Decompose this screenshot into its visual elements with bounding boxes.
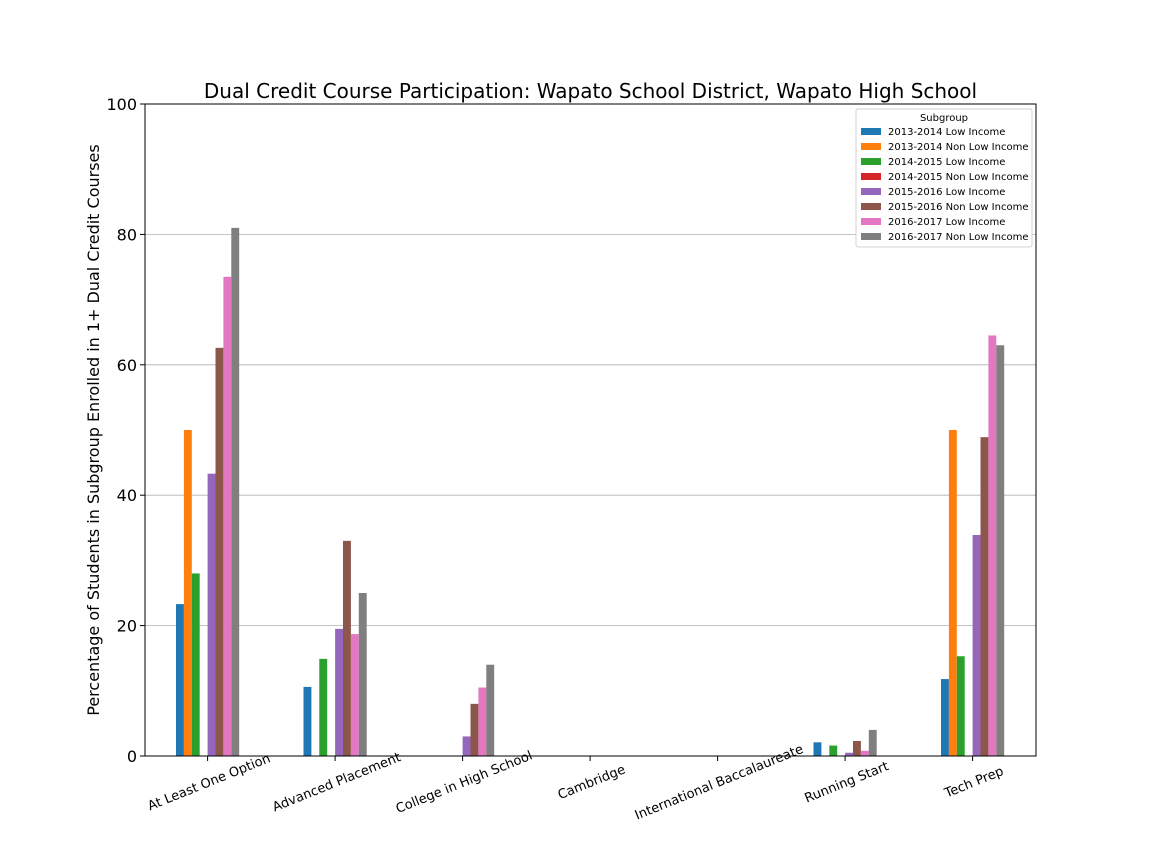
legend-swatch <box>861 143 881 150</box>
bar <box>223 276 232 756</box>
bar <box>829 745 838 756</box>
bar <box>350 634 359 756</box>
legend-entry: 2016-2017 Low Income <box>888 217 1005 228</box>
y-tick-label: 80 <box>117 225 137 244</box>
legend-swatch <box>861 203 881 210</box>
bar <box>215 347 224 756</box>
bar <box>319 658 328 756</box>
bar <box>941 679 949 756</box>
gridlines <box>145 233 1036 626</box>
legend-swatch <box>861 218 881 225</box>
bar <box>845 752 853 756</box>
bar <box>358 593 367 756</box>
bar <box>343 540 351 756</box>
legend-entry: 2014-2015 Low Income <box>888 157 1005 168</box>
bar <box>478 687 487 756</box>
legend-entry: 2015-2016 Low Income <box>888 187 1005 198</box>
bar <box>972 534 981 756</box>
bar <box>853 741 861 756</box>
bar <box>207 473 216 756</box>
legend-swatch <box>861 173 881 180</box>
bar <box>470 703 479 756</box>
bar <box>231 227 240 756</box>
y-tick-label: 0 <box>127 747 137 766</box>
y-tick-label: 100 <box>106 95 137 114</box>
bar <box>191 573 200 756</box>
y-tick-label: 60 <box>117 356 137 375</box>
legend-swatch <box>861 128 881 135</box>
bar <box>183 430 192 756</box>
legend-entry: 2013-2014 Non Low Income <box>888 142 1028 153</box>
bars <box>176 227 1005 756</box>
legend-entry: 2015-2016 Non Low Income <box>888 202 1028 213</box>
bar <box>176 604 184 756</box>
y-axis-label: Percentage of Students in Subgroup Enrol… <box>84 144 103 715</box>
y-tick-label: 40 <box>117 486 137 505</box>
bar <box>860 750 869 756</box>
bar <box>462 736 471 756</box>
legend-entry: 2014-2015 Non Low Income <box>888 172 1028 183</box>
bar <box>948 430 957 756</box>
y-tick-label: 20 <box>117 617 137 636</box>
legend-entry: 2016-2017 Non Low Income <box>888 232 1028 243</box>
bar <box>335 628 343 756</box>
bar <box>956 656 965 756</box>
bar <box>303 686 312 756</box>
bar <box>996 345 1005 756</box>
legend: Subgroup 2013-2014 Low Income 2013-2014 No… <box>855 108 1033 248</box>
chart-title: Dual Credit Course Participation: Wapato… <box>204 79 977 103</box>
bar <box>813 742 822 756</box>
legend-entry: 2013-2014 Low Income <box>888 127 1005 138</box>
legend-box <box>855 108 1033 248</box>
legend-swatch <box>861 188 881 195</box>
bar <box>980 437 989 756</box>
y-axis: 0 20 40 60 80 100 <box>106 95 145 766</box>
bar <box>988 335 997 756</box>
legend-swatch <box>861 158 881 165</box>
legend-title: Subgroup <box>920 113 968 124</box>
legend-swatch <box>861 233 881 240</box>
bar <box>868 729 877 756</box>
bar <box>486 664 495 756</box>
